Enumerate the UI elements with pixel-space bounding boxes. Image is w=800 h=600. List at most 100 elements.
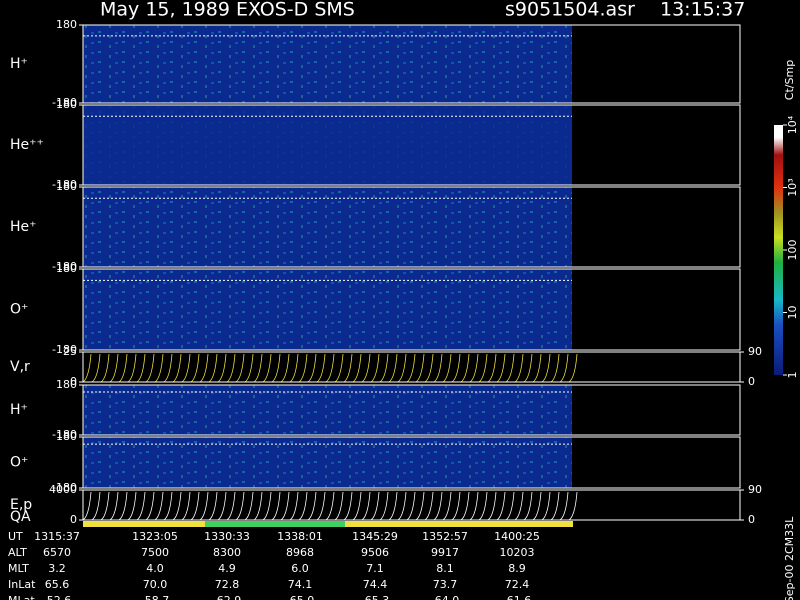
ephemeris-value: 72.4 [505,578,530,591]
ephemeris-value: 8.9 [508,562,526,575]
y2-tick-label: 0 [748,513,755,526]
ephemeris-label: InLat [8,578,36,591]
y2-tick-label: 0 [748,375,755,388]
y-tick-label: 0 [70,375,77,388]
colorbar-tick-label: 100 [786,240,799,261]
panel-bg [572,352,740,382]
ephemeris-value: 1345:29 [352,530,398,543]
ephemeris-value: 8.1 [436,562,454,575]
trace [82,353,578,383]
ephemeris-value: 74.1 [288,578,313,591]
y-tick-label: 180 [56,262,77,275]
y-tick-label: -180 [52,428,77,441]
ephemeris-label: MLat [8,594,35,600]
ephemeris-value: 6.0 [291,562,309,575]
panel-bg [572,269,740,350]
ephemeris-value: 65.6 [45,578,70,591]
colorbar-tick-label: 10⁴ [786,115,799,134]
panel-frame [82,384,741,436]
y-tick-label: 180 [56,180,77,193]
panel-frame [82,186,741,268]
y-tick-label: 4000 [49,483,77,496]
panel-bg [572,385,740,435]
ephemeris-value: -65.3 [361,594,389,600]
ephemeris-value: 9917 [431,546,459,559]
colorbar-tick-label: 10³ [786,178,799,196]
ephemeris-value: 10203 [500,546,535,559]
colorbar-tick-label: 10 [786,306,799,320]
y2-tick-label: 90 [748,345,762,358]
spectrogram-texture [83,105,572,185]
spectrogram-texture [83,385,572,435]
ephemeris-value: 1330:33 [204,530,250,543]
y-tick-label: -180 [52,178,77,191]
panel-label: E,p [10,497,32,513]
colorbar [774,125,783,375]
ephemeris-value: 72.8 [215,578,240,591]
panel-label: O⁺ [10,455,28,471]
ephemeris-value: 1352:57 [422,530,468,543]
ephemeris-value: -64.0 [431,594,459,600]
ephemeris-value: -65.0 [286,594,314,600]
qa-label: QA [10,509,31,525]
panel-label: V,r [10,359,30,375]
ephemeris-label: ALT [8,546,27,559]
panel-frame [82,436,741,489]
panel-frame [82,268,741,351]
ephemeris-value: 1315:37 [34,530,80,543]
y-tick-label: 0 [70,513,77,526]
panel-label: He⁺⁺ [10,137,44,153]
y2-tick-label: 90 [748,483,762,496]
panel-bg [572,187,740,267]
qa-bar-good [205,521,345,527]
y-tick-label: -180 [52,481,77,494]
spectrogram-texture [83,437,572,488]
panel-bg [572,490,740,520]
y-tick-label: -180 [52,260,77,273]
ephemeris-value: 3.2 [48,562,66,575]
colorbar-label: Ct/Smp [783,60,796,100]
spectrogram-texture [83,269,572,350]
panel-bg [572,105,740,185]
panel-frame [82,351,741,383]
spectrogram-texture [83,25,572,103]
panel-frame [82,24,741,104]
y-tick-label: 180 [56,430,77,443]
ephemeris-label: MLT [8,562,29,575]
ephemeris-value: 1338:01 [277,530,323,543]
file-name: s9051504.asr [505,0,635,21]
colorbar-tick-label: 1 [786,372,799,379]
y-tick-label: 180 [56,98,77,111]
ephemeris-value: -61.6 [503,594,531,600]
ephemeris-value: 1400:25 [494,530,540,543]
ephemeris-value: 70.0 [143,578,168,591]
ephemeris-value: 4.9 [218,562,236,575]
ephemeris-value: 9506 [361,546,389,559]
ephemeris-value: -52.6 [43,594,71,600]
spectrogram-texture [83,187,572,267]
trace [82,491,578,521]
ephemeris-value: 7500 [141,546,169,559]
title: May 15, 1989 EXOS-D SMS [100,0,355,21]
ephemeris-value: -58.7 [141,594,169,600]
panel-label: He⁺ [10,219,37,235]
ephemeris-value: 1323:05 [132,530,178,543]
ephemeris-value: 74.4 [363,578,388,591]
ephemeris-label: UT [8,530,23,543]
panel-label: H⁺ [10,402,28,418]
panel-frame [82,489,741,521]
ephemeris-value: 4.0 [146,562,164,575]
ephemeris-value: 8300 [213,546,241,559]
panel-bg [572,25,740,103]
panel-frame [82,104,741,186]
ephemeris-value: 6570 [43,546,71,559]
ephemeris-value: -62.9 [213,594,241,600]
y-tick-label: -180 [52,343,77,356]
panel-label: H⁺ [10,56,28,72]
y-tick-label: -180 [52,96,77,109]
time: 13:15:37 [660,0,745,21]
footer: Sep-00 2CM33L [783,516,796,600]
ephemeris-value: 73.7 [433,578,458,591]
ephemeris-value: 8968 [286,546,314,559]
